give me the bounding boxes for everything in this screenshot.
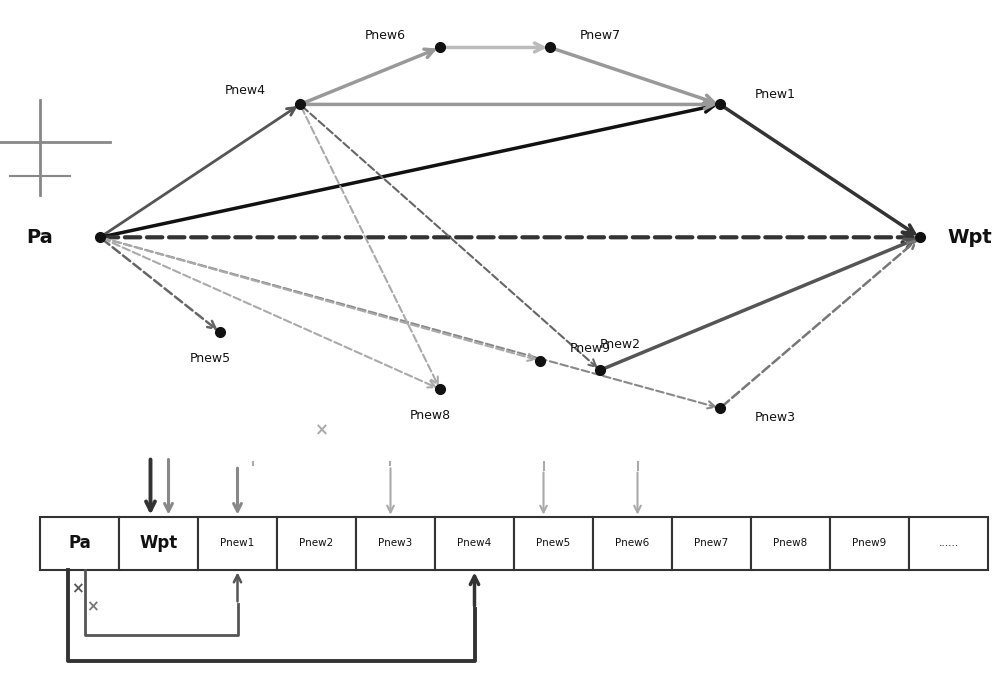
Text: Pnew3: Pnew3 (755, 411, 796, 424)
Text: ×: × (315, 422, 328, 439)
Text: Pnew8: Pnew8 (773, 538, 808, 549)
Text: Pa: Pa (27, 228, 53, 247)
Text: Pnew8: Pnew8 (409, 409, 451, 422)
Bar (830, 517, 909, 570)
Text: Pnew5: Pnew5 (536, 538, 571, 549)
Bar (593, 517, 672, 570)
Text: ×: × (71, 582, 84, 597)
Text: Pnew1: Pnew1 (755, 88, 796, 102)
Text: Pnew1: Pnew1 (220, 538, 255, 549)
Text: Pnew2: Pnew2 (299, 538, 334, 549)
Text: Pnew7: Pnew7 (579, 29, 621, 42)
Text: Pnew3: Pnew3 (378, 538, 413, 549)
Bar (277, 517, 356, 570)
Text: Pnew4: Pnew4 (224, 83, 266, 97)
Text: Pnew7: Pnew7 (694, 538, 729, 549)
Text: Pnew6: Pnew6 (364, 29, 406, 42)
Bar (909, 517, 988, 570)
Text: Wpt: Wpt (948, 228, 992, 247)
Text: ......: ...... (938, 538, 959, 549)
Text: Pnew9: Pnew9 (570, 342, 611, 355)
Text: Pnew9: Pnew9 (852, 538, 887, 549)
Text: Pa: Pa (68, 534, 91, 553)
Bar (514, 517, 593, 570)
Text: Pnew5: Pnew5 (189, 352, 231, 365)
Bar (40, 517, 119, 570)
Text: Pnew2: Pnew2 (600, 338, 640, 351)
Bar (119, 517, 198, 570)
Text: ×: × (86, 599, 99, 614)
Bar (198, 517, 277, 570)
Bar (751, 517, 830, 570)
Bar (356, 517, 435, 570)
Text: Wpt: Wpt (139, 534, 178, 553)
Bar (672, 517, 751, 570)
Text: Pnew4: Pnew4 (457, 538, 492, 549)
Text: Pnew6: Pnew6 (615, 538, 650, 549)
Bar (435, 517, 514, 570)
